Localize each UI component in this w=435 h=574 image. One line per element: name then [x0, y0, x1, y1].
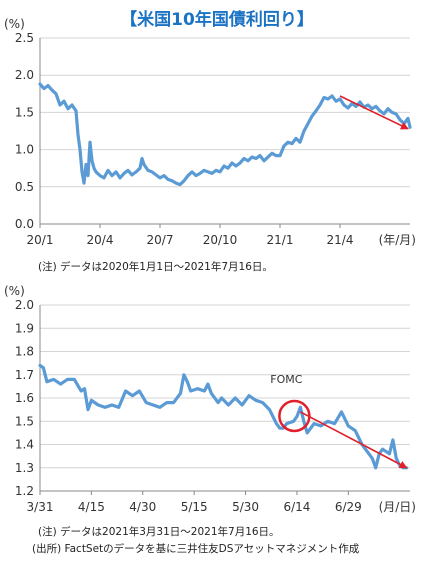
chart2-source-note: (出所) FactSetのデータを基に三井住友DSアセットマネジメント作成 — [32, 543, 360, 555]
chart1-xtick-label: 20/10 — [203, 233, 238, 247]
chart1-series-line — [38, 82, 412, 187]
chart2-ylabel: (%) — [4, 284, 25, 298]
chart2-ytick-label: 1.9 — [15, 321, 34, 335]
chart2-ytick-label: 1.6 — [15, 391, 34, 405]
chart2-xtick-label: 6/14 — [283, 500, 310, 514]
chart2-xlabel: (月/日) — [379, 500, 416, 514]
chart2-ytick-label: 2.0 — [15, 298, 34, 312]
chart2-fomc-circle — [278, 399, 311, 433]
chart1-ytick-label: 1.5 — [15, 105, 34, 119]
chart1-xtick-label: 20/1 — [27, 233, 54, 247]
chart1-ytick-label: 0.0 — [15, 217, 34, 231]
chart2-ytick-label: 1.2 — [15, 484, 34, 498]
chart2-ytick-label: 1.5 — [15, 414, 34, 428]
chart1-ytick-label: 2.5 — [15, 31, 34, 45]
chart2-ytick-label: 1.8 — [15, 345, 34, 359]
page-title: 【米国10年国債利回り】 — [120, 9, 314, 30]
chart2-ytick-label: 1.7 — [15, 368, 34, 382]
chart1-note: (注) データは2020年1月1日～2021年7月16日。 — [38, 261, 273, 273]
chart1-xtick-label: 20/7 — [147, 233, 174, 247]
chart2-series-line — [38, 363, 409, 470]
chart1-xtick-label: 21/4 — [327, 233, 354, 247]
chart1-trend-arrow — [339, 95, 409, 130]
chart2-period-note: (注) データは2021年3月31日～2021年7月16日。 — [38, 526, 280, 538]
chart2-trend-arrow — [299, 411, 408, 469]
chart2-xtick-label: 4/15 — [78, 500, 105, 514]
chart2-ytick-label: 1.3 — [15, 461, 34, 475]
chart1-xtick-label: 20/4 — [87, 233, 114, 247]
chart1-ytick-label: 1.0 — [15, 143, 34, 157]
chart2-ytick-label: 1.4 — [15, 438, 34, 452]
chart2-xtick-label: 3/31 — [27, 500, 54, 514]
chart2-xtick-label: 6/29 — [335, 500, 362, 514]
chart1-ylabel: (%) — [4, 17, 25, 31]
chart2-xtick-label: 5/30 — [232, 500, 259, 514]
chart1-ytick-label: 2.0 — [15, 68, 34, 82]
chart1-xlabel: (年/月) — [379, 233, 416, 247]
chart2-xtick-label: 4/30 — [129, 500, 156, 514]
chart1-ytick-label: 0.5 — [15, 180, 34, 194]
chart2-xtick-label: 5/15 — [181, 500, 208, 514]
chart1-xtick-label: 21/1 — [267, 233, 294, 247]
chart2-fomc-label: FOMC — [270, 373, 302, 386]
